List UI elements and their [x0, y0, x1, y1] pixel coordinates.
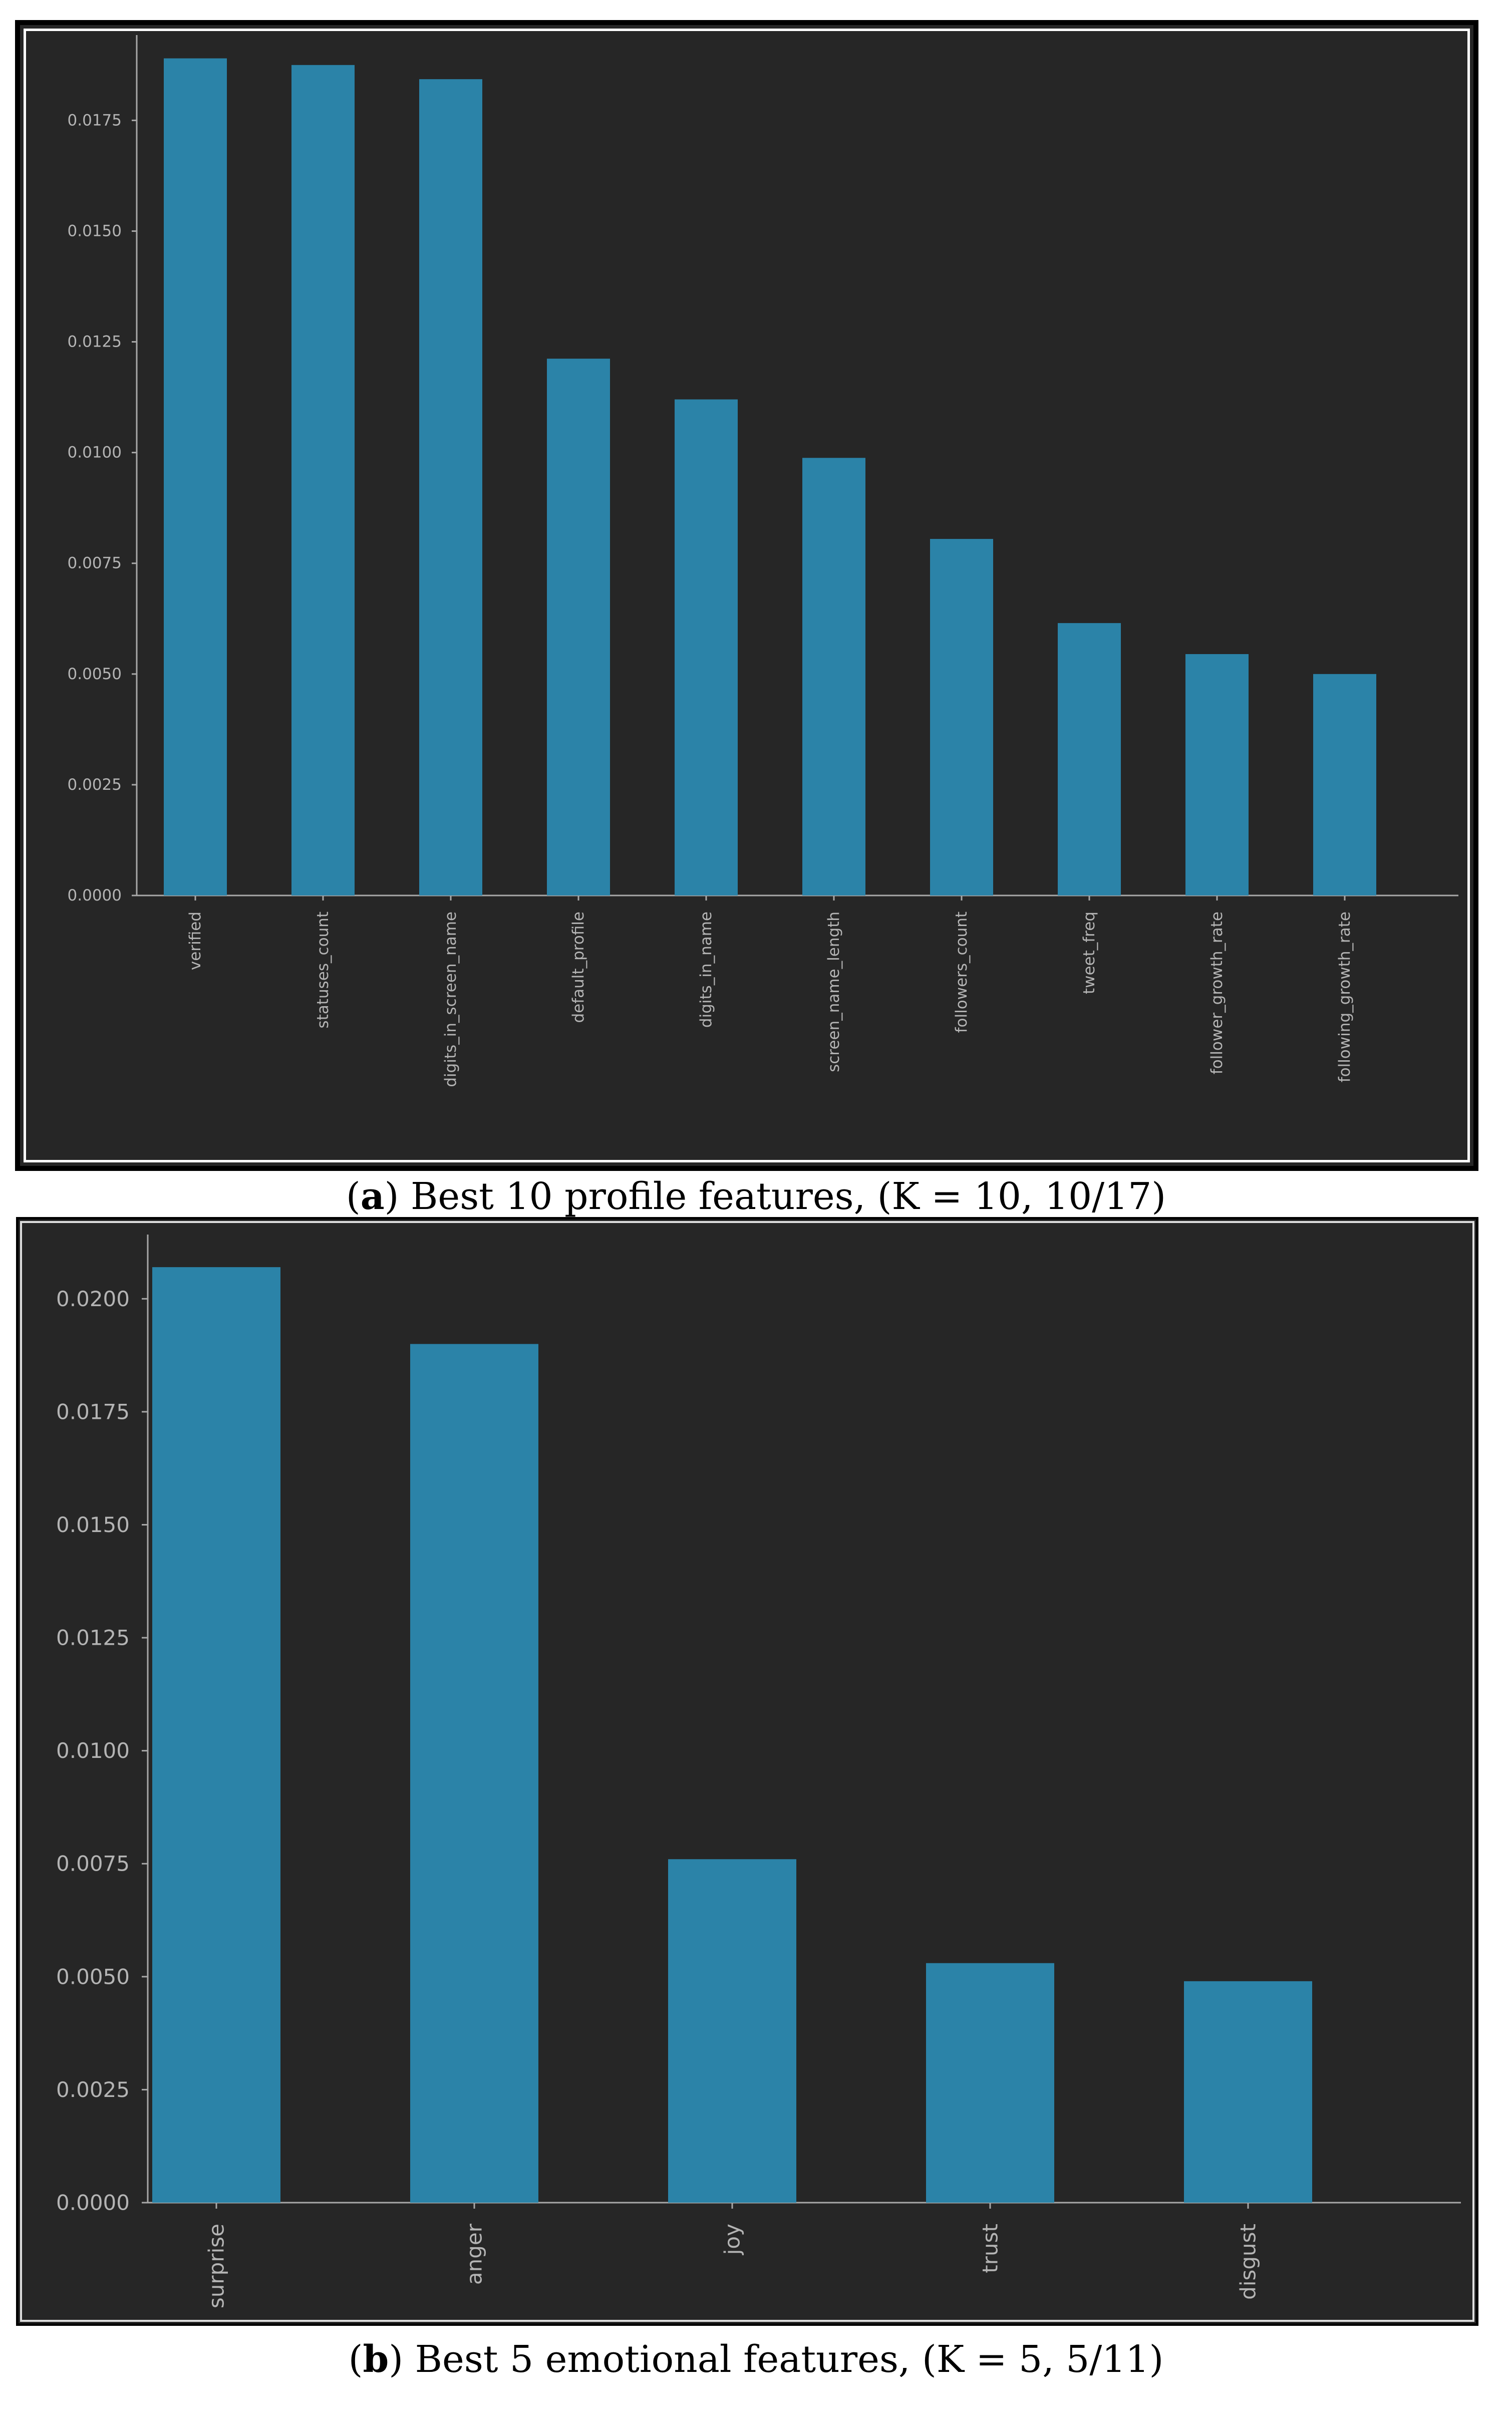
- bar-verified: [164, 58, 227, 895]
- bar-chart-b: 0.0000 0.0025 0.0050 0.0075 0.0100 0.0125 0.01…: [56, 1235, 1461, 2308]
- caption-b-text: ) Best 5 emotional features, (K = 5, 5/1…: [389, 2338, 1164, 2381]
- bar-joy: [668, 1859, 796, 2203]
- bar-chart-a: 0.0000 0.0025 0.0050 0.0075 0.0100 0.0125 0.01…: [68, 35, 1458, 1087]
- y-tick-label-a: 0.0175: [68, 111, 122, 129]
- y-tick-label-a: 0.0050: [68, 665, 122, 683]
- y-tick-label-a: 0.0025: [68, 776, 122, 794]
- y-tick-label-b: 0.0125: [56, 1626, 130, 1650]
- caption-a-letter: a: [360, 1175, 385, 1218]
- y-tick-label-b: 0.0100: [56, 1738, 130, 1763]
- x-tick-label-following_growth_rate: following_growth_rate: [1336, 912, 1354, 1082]
- bar-trust: [926, 1963, 1054, 2203]
- y-tick-label-a: 0.0000: [68, 886, 122, 904]
- bar-digits_in_name: [675, 399, 738, 895]
- x-tick-label-surprise: surprise: [204, 2224, 229, 2308]
- x-tick-label-default_profile: default_profile: [569, 912, 587, 1023]
- caption-b: (b) Best 5 emotional features, (K = 5, 5…: [0, 2338, 1512, 2381]
- caption-a-open: (: [346, 1175, 361, 1218]
- x-tick-label-joy: joy: [720, 2224, 745, 2255]
- caption-b-letter: b: [363, 2338, 389, 2381]
- y-tick-label-b: 0.0200: [56, 1287, 130, 1311]
- x-tick-label-screen_name_length: screen_name_length: [825, 912, 843, 1072]
- bar-digits_in_screen_name: [419, 79, 482, 895]
- bar-screen_name_length: [802, 458, 865, 895]
- bar-followers_count: [930, 539, 993, 895]
- x-tick-label-verified: verified: [186, 912, 204, 970]
- y-tick-label-a: 0.0100: [68, 444, 122, 462]
- x-tick-label-trust: trust: [978, 2224, 1003, 2273]
- x-tick-label-tweet_freq: tweet_freq: [1080, 912, 1098, 994]
- caption-b-open: (: [348, 2338, 363, 2381]
- bar-anger: [410, 1344, 538, 2203]
- bar-statuses_count: [291, 65, 355, 895]
- y-tick-label-a: 0.0150: [68, 222, 122, 240]
- y-tick-label-b: 0.0000: [56, 2191, 130, 2215]
- x-tick-label-anger: anger: [462, 2223, 487, 2285]
- bar-tweet_freq: [1058, 623, 1121, 895]
- bar-follower_growth_rate: [1185, 654, 1249, 895]
- x-tick-label-statuses_count: statuses_count: [314, 912, 332, 1028]
- x-tick-label-digits_in_name: digits_in_name: [697, 912, 715, 1028]
- bar-following_growth_rate: [1313, 674, 1376, 895]
- bar-surprise: [152, 1267, 280, 2203]
- x-tick-label-follower_growth_rate: follower_growth_rate: [1208, 912, 1226, 1074]
- bar-default_profile: [547, 359, 610, 896]
- caption-a: (a) Best 10 profile features, (K = 10, 1…: [0, 1175, 1512, 1218]
- caption-a-text: ) Best 10 profile features, (K = 10, 10/…: [384, 1175, 1166, 1218]
- x-tick-label-digits_in_screen_name: digits_in_screen_name: [442, 912, 460, 1087]
- y-tick-label-b: 0.0150: [56, 1513, 130, 1537]
- y-tick-label-a: 0.0075: [68, 554, 122, 572]
- y-tick-label-a: 0.0125: [68, 333, 122, 351]
- y-tick-label-b: 0.0050: [56, 1964, 130, 1989]
- bar-disgust: [1184, 1981, 1312, 2203]
- y-tick-label-b: 0.0025: [56, 2077, 130, 2102]
- chart-panel-b: 0.0000 0.0025 0.0050 0.0075 0.0100 0.0125 0.01…: [16, 1217, 1478, 2326]
- x-tick-label-disgust: disgust: [1236, 2224, 1261, 2300]
- chart-panel-a: 0.0000 0.0025 0.0050 0.0075 0.0100 0.0125 0.01…: [15, 20, 1478, 1171]
- y-tick-label-b: 0.0175: [56, 1399, 130, 1424]
- y-tick-label-b: 0.0075: [56, 1852, 130, 1876]
- x-tick-label-followers_count: followers_count: [953, 912, 971, 1033]
